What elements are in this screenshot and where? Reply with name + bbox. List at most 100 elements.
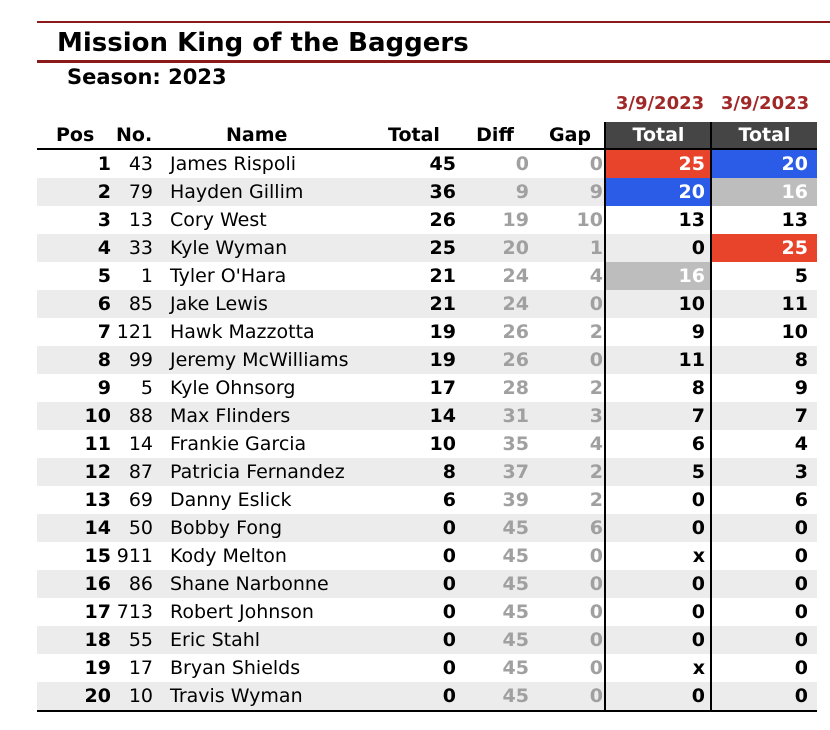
cell-name: James Rispoli: [170, 153, 297, 175]
cell-total: 0: [442, 629, 456, 651]
table-row: 17 713 Robert Johnson 0 45 0 0 0: [37, 598, 817, 626]
cell-pos: 18: [84, 629, 111, 651]
cell-number: 69: [128, 489, 153, 511]
cell-gap: 1: [589, 237, 603, 259]
cell-diff: 45: [502, 573, 529, 595]
cell-event-2: 11: [781, 293, 808, 315]
cell-name: Jake Lewis: [170, 293, 268, 315]
cell-pos: 19: [84, 657, 111, 679]
event-date-1: 3/9/2023: [615, 93, 705, 114]
cell-event-1: 8: [691, 377, 705, 399]
cell-pos: 12: [84, 461, 111, 483]
cell-total: 25: [429, 237, 456, 259]
cell-diff: 45: [502, 685, 529, 707]
cell-event-2: 0: [794, 685, 808, 707]
cell-diff: 19: [502, 209, 529, 231]
cell-total: 0: [442, 685, 456, 707]
cell-gap: 6: [589, 517, 603, 539]
table-row: 5 1 Tyler O'Hara 21 24 4 16 5: [37, 262, 817, 290]
cell-pos: 10: [84, 405, 111, 427]
cell-gap: 4: [589, 265, 603, 287]
cell-pos: 20: [84, 685, 111, 707]
column-divider-1: [604, 122, 606, 712]
cell-total: 14: [429, 405, 456, 427]
cell-event-2: 10: [781, 321, 808, 343]
bottom-rule: [37, 710, 817, 712]
cell-event-2: 0: [794, 657, 808, 679]
top-rule: [37, 21, 830, 23]
cell-name: Frankie Garcia: [170, 433, 307, 455]
cell-gap: 0: [589, 153, 603, 175]
cell-event-1: 5: [691, 461, 705, 483]
table-row: 14 50 Bobby Fong 0 45 6 0 0: [37, 514, 817, 542]
event-date-2: 3/9/2023: [720, 93, 810, 114]
table-row: 2 79 Hayden Gillim 36 9 9 20 16: [37, 178, 817, 206]
cell-diff: 45: [502, 545, 529, 567]
cell-event-2: 5: [794, 265, 808, 287]
cell-event-1: x: [692, 657, 705, 679]
cell-event-1: 6: [691, 433, 705, 455]
cell-event-1: 9: [691, 321, 705, 343]
cell-name: Robert Johnson: [170, 601, 314, 623]
cell-event-1: 0: [691, 237, 705, 259]
cell-name: Patricia Fernandez: [170, 461, 345, 483]
cell-gap: 0: [589, 657, 603, 679]
cell-event-1: 0: [691, 629, 705, 651]
header-gap: Gap: [548, 124, 592, 146]
cell-diff: 26: [502, 321, 529, 343]
cell-pos: 11: [84, 433, 111, 455]
table-row: 1 43 James Rispoli 45 0 0 25 20: [37, 150, 817, 178]
cell-pos: 3: [97, 209, 111, 231]
cell-number: 43: [128, 153, 153, 175]
cell-total: 19: [429, 349, 456, 371]
cell-event-1: 20: [606, 178, 710, 206]
cell-event-1: 7: [691, 405, 705, 427]
cell-number: 85: [128, 293, 153, 315]
cell-pos: 4: [97, 237, 111, 259]
cell-name: Danny Eslick: [170, 489, 292, 511]
cell-gap: 2: [589, 377, 603, 399]
cell-pos: 1: [97, 153, 111, 175]
cell-number: 1: [140, 265, 153, 287]
cell-gap: 2: [589, 461, 603, 483]
cell-total: 19: [429, 321, 456, 343]
cell-gap: 0: [589, 349, 603, 371]
cell-event-1: 0: [691, 573, 705, 595]
cell-pos: 7: [97, 321, 111, 343]
cell-total: 45: [429, 153, 456, 175]
cell-pos: 6: [97, 293, 111, 315]
cell-number: 87: [128, 461, 153, 483]
cell-number: 5: [140, 377, 153, 399]
cell-gap: 0: [589, 629, 603, 651]
cell-pos: 9: [97, 377, 111, 399]
cell-event-1: x: [692, 545, 705, 567]
table-row: 18 55 Eric Stahl 0 45 0 0 0: [37, 626, 817, 654]
cell-diff: 45: [502, 629, 529, 651]
cell-event-2: 7: [794, 405, 808, 427]
cell-event-2: 16: [712, 178, 817, 206]
cell-diff: 45: [502, 657, 529, 679]
cell-number: 14: [128, 433, 153, 455]
cell-event-2: 9: [794, 377, 808, 399]
season-label: Season: 2023: [67, 65, 227, 89]
cell-name: Bryan Shields: [170, 657, 301, 679]
table-row: 20 10 Travis Wyman 0 45 0 0 0: [37, 682, 817, 710]
cell-pos: 5: [97, 265, 111, 287]
cell-total: 0: [442, 601, 456, 623]
cell-event-2: 0: [794, 545, 808, 567]
table-row: 10 88 Max Flinders 14 31 3 7 7: [37, 402, 817, 430]
cell-name: Eric Stahl: [170, 629, 261, 651]
page-title: Mission King of the Baggers: [57, 28, 469, 58]
cell-name: Hayden Gillim: [170, 181, 304, 203]
cell-event-1: 13: [678, 209, 705, 231]
table-row: 11 14 Frankie Garcia 10 35 4 6 4: [37, 430, 817, 458]
cell-number: 911: [116, 545, 153, 567]
cell-name: Kyle Wyman: [170, 237, 288, 259]
cell-diff: 31: [502, 405, 529, 427]
cell-number: 713: [116, 601, 153, 623]
table-row: 3 13 Cory West 26 19 10 13 13: [37, 206, 817, 234]
cell-diff: 39: [502, 489, 529, 511]
cell-diff: 24: [502, 265, 529, 287]
cell-total: 6: [442, 489, 456, 511]
cell-event-2: 3: [794, 461, 808, 483]
